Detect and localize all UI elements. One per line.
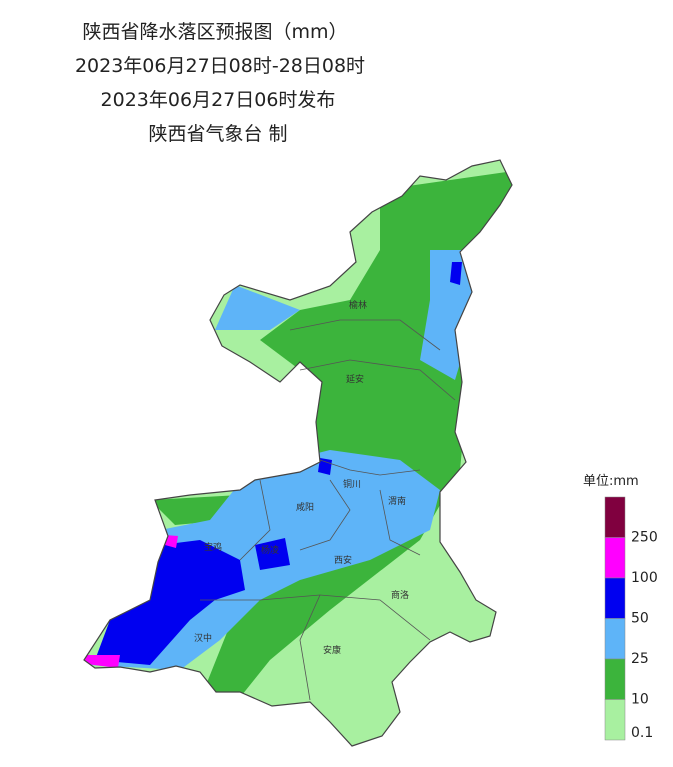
legend-label: 250 [631, 530, 658, 546]
legend-title: 单位:mm [583, 474, 639, 489]
title: 陕西省降水落区预报图（mm） [82, 21, 347, 43]
producer: 陕西省气象台 制 [148, 123, 287, 145]
legend-label: 50 [631, 611, 649, 627]
city-label: 商洛 [391, 589, 409, 601]
city-label: 杨凌 [261, 544, 279, 556]
legend-swatch [604, 577, 626, 619]
area-dark-blue [255, 538, 290, 570]
area-blue [420, 250, 480, 380]
legend-swatch [604, 537, 626, 579]
city-label: 咸阳 [296, 501, 314, 513]
city-label: 榆林 [349, 299, 367, 311]
legend-swatch [604, 699, 626, 741]
district-borders [200, 319, 456, 701]
legend-swatch [604, 658, 626, 700]
city-label: 渭南 [388, 495, 406, 507]
legend-swatch [604, 618, 626, 660]
city-label: 宝鸡 [204, 541, 222, 553]
city-label: 西安 [334, 554, 352, 566]
legend-label: 25 [631, 651, 649, 667]
city-label: 延安 [346, 373, 364, 385]
area-magenta [84, 655, 120, 668]
area-dark-blue [95, 540, 245, 665]
period: 2023年06月27日08时-28日08时 [75, 55, 365, 77]
area-blue [215, 285, 300, 330]
legend-label: 100 [631, 570, 658, 586]
legend-label: 10 [631, 692, 649, 708]
city-label: 汉中 [194, 632, 212, 644]
area-dark-blue [450, 262, 462, 285]
city-label: 安康 [323, 644, 341, 656]
area-dark-blue [318, 458, 332, 475]
area-magenta [165, 535, 178, 548]
city-label: 铜川 [343, 478, 361, 490]
legend: 单位:mm 250 100 50 25 10 0.1 [583, 474, 658, 741]
legend-label: 0.1 [631, 725, 653, 741]
legend-swatch [604, 496, 626, 538]
issued: 2023年06月27日06时发布 [101, 89, 336, 111]
precip-areas [84, 160, 512, 746]
